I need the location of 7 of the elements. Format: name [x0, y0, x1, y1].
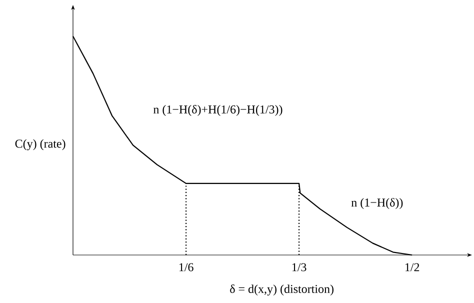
annotation: n (1−H(δ)) [351, 198, 403, 210]
y-axis-title: C(y) (rate) [15, 139, 66, 150]
x-tick-label: 1/2 [405, 263, 420, 272]
x-tick-label: 1/6 [179, 263, 194, 272]
x-tick-label: 1/3 [292, 263, 306, 272]
annotation: n (1−H(δ)+H(1/6)−H(1/3)) [153, 104, 282, 116]
x-axis-title: δ = d(x,y) (distortion) [230, 284, 334, 296]
